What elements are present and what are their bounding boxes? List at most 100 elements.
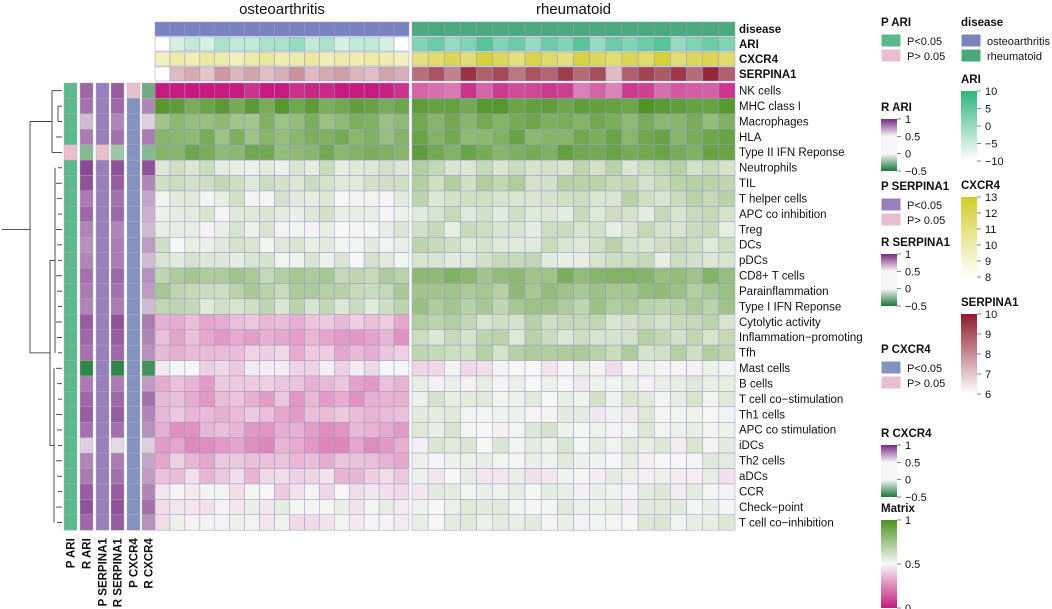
heatmap-cell [540, 129, 558, 145]
heatmap-cell [154, 437, 171, 454]
heatmap-cell [348, 344, 365, 361]
row-annot-cell-p-serpina1 [95, 422, 110, 438]
row-annot-cell-r-ari [79, 221, 94, 238]
heatmap-cell [621, 452, 639, 469]
heatmap-cell [589, 113, 607, 130]
heatmap-cell [229, 499, 245, 516]
heatmap-cell [348, 314, 365, 330]
heatmap-cell [476, 329, 494, 346]
heatmap-cell [605, 483, 623, 500]
heatmap-cell [229, 175, 245, 192]
heatmap-cell [378, 206, 395, 223]
heatmap-cell [605, 437, 623, 454]
heatmap-cell [573, 483, 590, 500]
heatmap-cell [540, 344, 558, 361]
heatmap-cell [573, 314, 590, 330]
legend-p-serpina1-item-label: P> 0.05 [907, 215, 945, 227]
heatmap-cell [184, 190, 201, 207]
row-annot-cell-r-serpina1 [110, 298, 125, 315]
heatmap-cell [154, 329, 171, 346]
heatmap-cell [444, 267, 461, 284]
heatmap-cell [573, 113, 590, 130]
heatmap-cell [363, 421, 380, 438]
heatmap-cell [492, 437, 510, 454]
heatmap-cell [718, 98, 736, 115]
heatmap-cell [589, 175, 607, 192]
heatmap-cell [508, 437, 526, 454]
row-annot-cell-p-ari [63, 98, 78, 115]
heatmap-cell [363, 236, 380, 253]
heatmap-cell [686, 190, 703, 207]
heatmap-cell [508, 129, 526, 145]
row-annot-cell-p-ari [63, 360, 78, 377]
heatmap-cell [573, 252, 590, 269]
row-annot-cell-p-ari [63, 437, 78, 454]
heatmap-cell [411, 344, 429, 361]
row-annot-cell-p-cxcr4 [126, 82, 141, 99]
heatmap-cell [304, 206, 320, 223]
row-annot-cell-p-cxcr4 [126, 98, 141, 115]
heatmap-cell [718, 82, 736, 99]
heatmap-cell [702, 283, 720, 300]
row-annot-cell-r-ari [79, 190, 94, 207]
heatmap-cell [259, 452, 275, 469]
heatmap-cell [348, 514, 365, 531]
col-annot-cell-serpina1 [274, 66, 290, 82]
heatmap-cell [184, 283, 201, 300]
heatmap-cell [378, 483, 395, 500]
row-annot-cell-p-serpina1 [95, 483, 110, 500]
heatmap-cell [244, 113, 260, 130]
heatmap-cell [319, 144, 335, 161]
heatmap-cell [686, 437, 703, 454]
heatmap-cell [605, 514, 623, 531]
heatmap-cell [184, 391, 201, 408]
col-annot-cell-serpina1 [393, 66, 410, 82]
heatmap-cell [363, 206, 380, 223]
row-annot-cell-r-cxcr4 [141, 314, 156, 330]
heatmap-cell [476, 236, 494, 253]
col-annot-cell-serpina1 [573, 66, 590, 82]
legend-serpina1-colorbar [961, 314, 977, 394]
heatmap-cell [540, 283, 558, 300]
heatmap-cell [492, 252, 510, 269]
heatmap-cell [378, 360, 395, 377]
heatmap-cell [411, 360, 429, 377]
col-annot-cell-disease [363, 21, 380, 37]
heatmap-cell [184, 175, 201, 192]
legend-disease-swatch [960, 48, 982, 63]
heatmap-cell [718, 298, 736, 315]
heatmap-cell [274, 406, 290, 423]
heatmap-cell [573, 283, 590, 300]
heatmap-cell [169, 129, 186, 145]
legend-matrix-tick-label: 0 [905, 603, 911, 609]
heatmap-cell [363, 175, 380, 192]
heatmap-cell [393, 98, 410, 115]
heatmap-cell [169, 344, 186, 361]
heatmap-cell [476, 499, 494, 516]
legend-cxcr4-title: CXCR4 [961, 180, 1001, 192]
heatmap-cell [460, 360, 477, 377]
heatmap-cell [476, 421, 494, 438]
heatmap-cell [460, 437, 477, 454]
heatmap-cell [348, 391, 365, 408]
heatmap-cell [492, 329, 510, 346]
col-annot-cell-disease [670, 21, 687, 37]
heatmap-cell [573, 236, 590, 253]
heatmap-cell [670, 98, 687, 115]
row-annot-cell-p-ari [63, 221, 78, 238]
heatmap-cell [378, 129, 395, 145]
heatmap-cell [259, 129, 275, 145]
heatmap-cell [244, 391, 260, 408]
heatmap-cell [378, 406, 395, 423]
heatmap-cell [492, 452, 510, 469]
heatmap-cell [524, 344, 542, 361]
row-annot-cell-r-serpina1 [110, 190, 125, 207]
heatmap-cell [492, 82, 510, 99]
heatmap-cell [393, 499, 410, 516]
heatmap-cell [637, 391, 655, 408]
legend-p-serpina1-swatch [880, 212, 902, 227]
heatmap-cell [524, 159, 542, 176]
heatmap-cell [274, 514, 290, 531]
legend-disease-title: disease [961, 17, 1003, 29]
heatmap-cell [348, 236, 365, 253]
